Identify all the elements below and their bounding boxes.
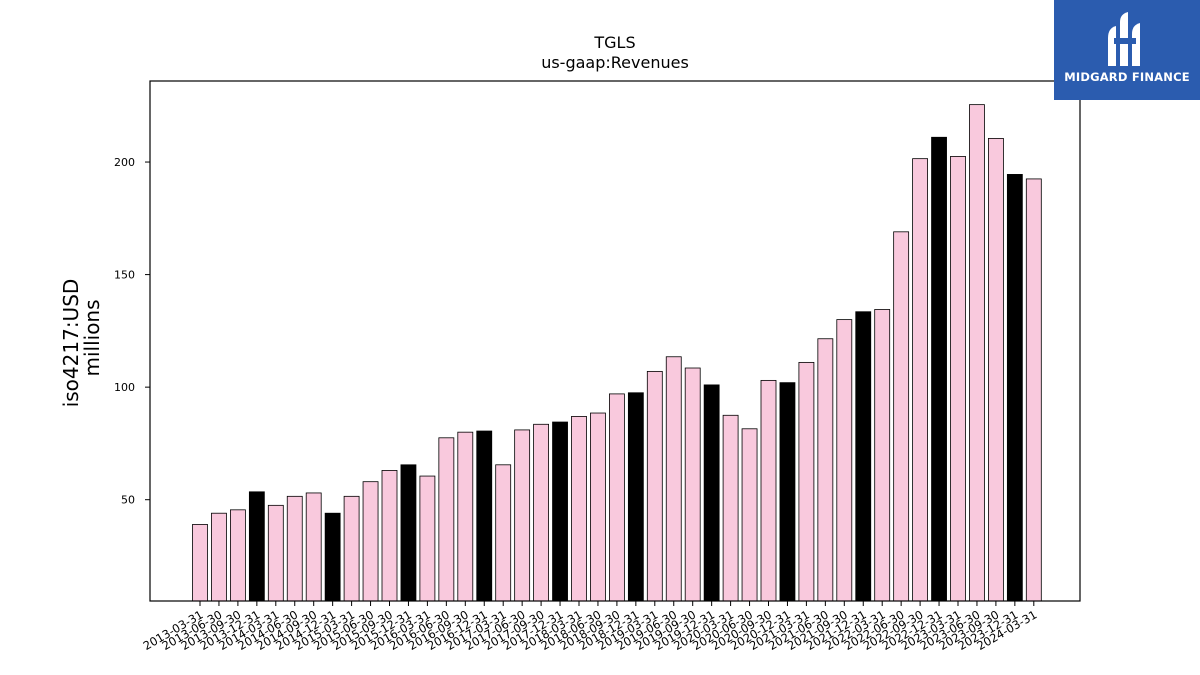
bar-2021-09-30 bbox=[836, 319, 853, 602]
bar-2013-06-30 bbox=[211, 512, 227, 602]
bar-2022-06-30 bbox=[893, 231, 910, 602]
bar-2014-12-31 bbox=[324, 512, 341, 602]
bar-2023-12-31 bbox=[1006, 174, 1023, 602]
bar-2017-09-30 bbox=[533, 423, 549, 602]
bar-2021-12-31 bbox=[855, 311, 872, 602]
bar-2020-09-30 bbox=[760, 379, 777, 602]
bar-2017-03-31 bbox=[495, 464, 512, 602]
bar-2019-12-31 bbox=[703, 384, 720, 602]
bar-2014-09-30 bbox=[305, 492, 322, 602]
bar-2013-09-30 bbox=[229, 509, 246, 602]
chart-subtitle: us-gaap:Revenues bbox=[541, 53, 689, 72]
y-axis-label-line1: iso4217:USD bbox=[59, 279, 83, 408]
bar-2019-03-31 bbox=[646, 370, 663, 602]
bar-2013-12-31 bbox=[248, 491, 265, 602]
bar-2020-03-31 bbox=[722, 414, 739, 602]
bar-2023-06-30 bbox=[969, 104, 985, 602]
bar-2022-09-30 bbox=[912, 158, 928, 602]
brand-logo: MIDGARD FINANCE bbox=[1054, 0, 1200, 100]
bar-2016-09-30 bbox=[457, 431, 474, 602]
y-tick-label: 100 bbox=[114, 381, 135, 394]
bar-2021-06-30 bbox=[817, 338, 834, 602]
y-tick-label: 50 bbox=[121, 494, 135, 507]
bar-2017-12-31 bbox=[552, 421, 568, 602]
bar-2022-12-31 bbox=[931, 136, 947, 602]
bar-2013-03-31 bbox=[192, 524, 208, 602]
bar-2014-06-30 bbox=[286, 495, 303, 602]
bar-2019-09-30 bbox=[684, 367, 701, 602]
bar-2016-06-30 bbox=[438, 437, 455, 602]
bar-2018-12-31 bbox=[627, 392, 644, 602]
bar-2015-03-31 bbox=[343, 495, 360, 602]
bar-2021-03-31 bbox=[798, 361, 815, 602]
plot-frame bbox=[149, 80, 1081, 602]
bar-2015-12-31 bbox=[400, 464, 417, 602]
bar-2018-09-30 bbox=[609, 393, 625, 602]
x-axis-ticks: 2013-03-312013-06-302013-09-302013-12-31… bbox=[141, 601, 1039, 653]
bar-2015-06-30 bbox=[362, 481, 379, 602]
bar-series bbox=[192, 104, 1042, 602]
bar-2020-06-30 bbox=[741, 428, 758, 602]
bar-2018-03-31 bbox=[571, 416, 587, 602]
brand-name: MIDGARD FINANCE bbox=[1064, 70, 1190, 84]
chart-title: TGLS bbox=[593, 33, 635, 52]
bar-2023-09-30 bbox=[988, 137, 1004, 602]
bar-2018-06-30 bbox=[590, 412, 606, 602]
y-tick-label: 200 bbox=[114, 156, 135, 169]
y-axis-ticks: 50 100 150 200 bbox=[114, 156, 150, 507]
bar-2020-12-31 bbox=[779, 382, 796, 602]
bar-2016-12-31 bbox=[476, 430, 493, 602]
bar-2023-03-31 bbox=[950, 156, 966, 602]
bar-2015-09-30 bbox=[381, 470, 398, 602]
y-axis-label-line2: millions bbox=[80, 299, 104, 376]
y-tick-label: 150 bbox=[114, 269, 135, 282]
midgard-logo-icon bbox=[1108, 12, 1140, 66]
bar-2014-03-31 bbox=[267, 504, 284, 602]
bar-2017-06-30 bbox=[514, 429, 531, 602]
bar-2016-03-31 bbox=[419, 475, 436, 602]
bar-2022-03-31 bbox=[874, 309, 891, 602]
bar-2024-03-31 bbox=[1025, 178, 1042, 602]
bar-2019-06-30 bbox=[665, 356, 682, 602]
